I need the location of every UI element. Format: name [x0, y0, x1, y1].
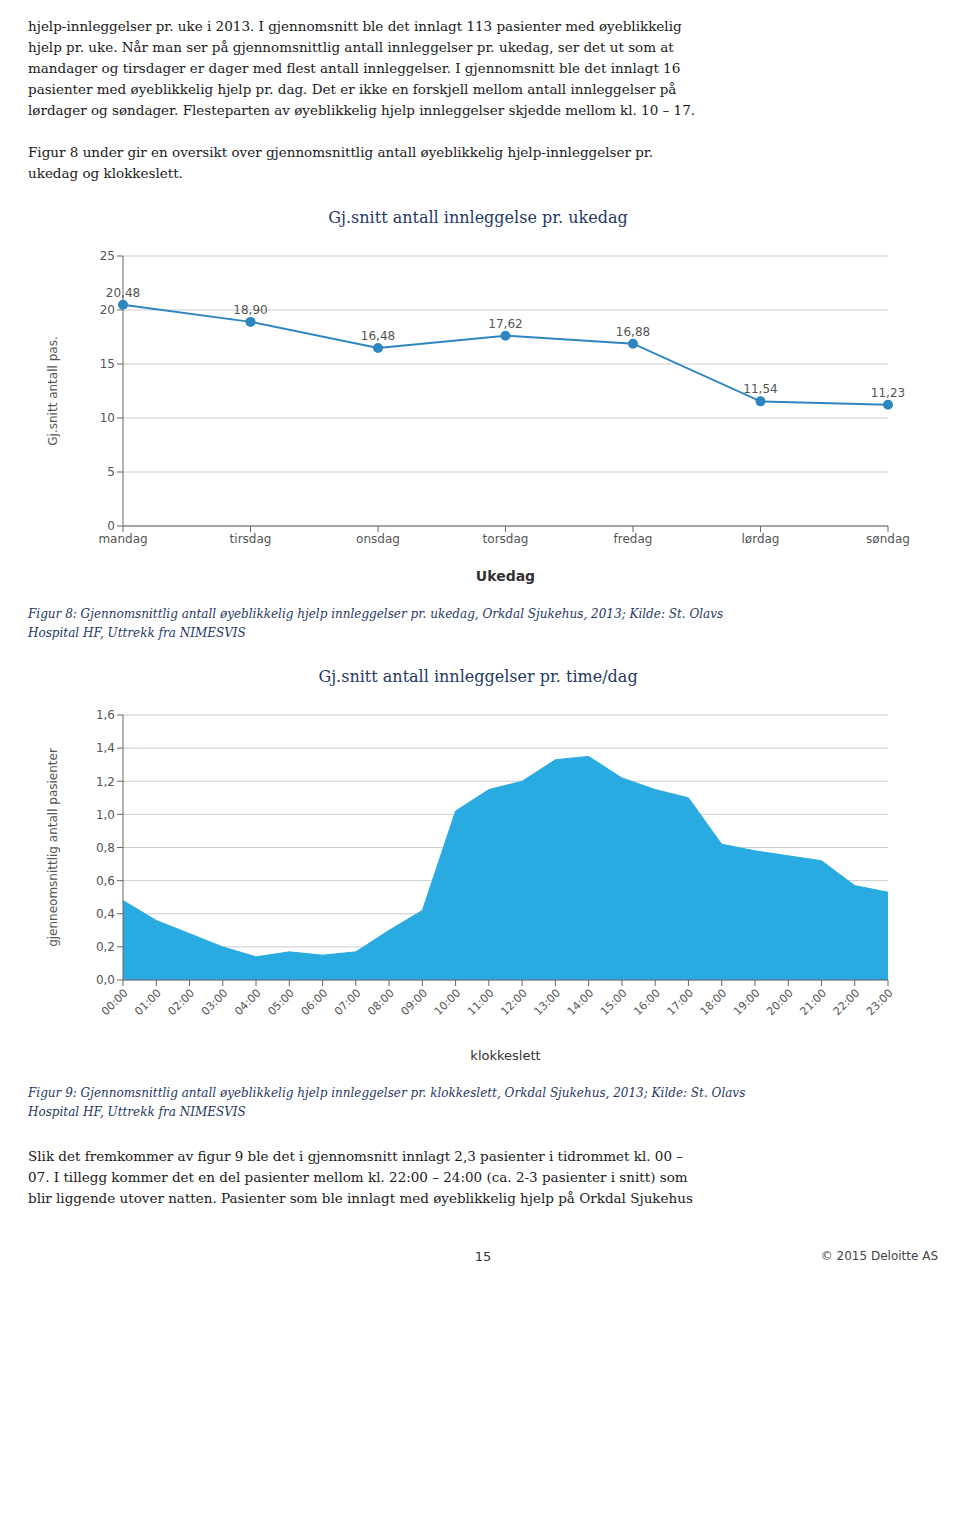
html-text:© 2015 Deloitte AS: © 2015 Deloitte AS — [820, 1249, 938, 1263]
svg-text:klokkeslett: klokkeslett — [470, 1048, 540, 1063]
svg-text:0,8: 0,8 — [96, 841, 115, 855]
svg-text:torsdag: torsdag — [483, 532, 529, 546]
svg-text:tirsdag: tirsdag — [230, 532, 272, 546]
svg-text:Gj.snitt antall pas.: Gj.snitt antall pas. — [46, 336, 60, 445]
svg-text:søndag: søndag — [866, 532, 910, 546]
svg-text:08:00: 08:00 — [365, 986, 397, 1018]
svg-text:20,48: 20,48 — [106, 286, 140, 300]
html-text:Gj.snitt antall innleggelse pr: Gj.snitt antall innleggelse pr. ukedag — [328, 208, 628, 227]
svg-text:11,23: 11,23 — [871, 386, 905, 400]
svg-text:0,4: 0,4 — [96, 907, 115, 921]
html-text:07. I tillegg kommer det en de: 07. I tillegg kommer det en del pasiente… — [28, 1169, 688, 1185]
svg-text:12:00: 12:00 — [498, 986, 530, 1018]
html-text:hjelp-innleggelser pr. uke i 2: hjelp-innleggelser pr. uke i 2013. I gje… — [28, 18, 682, 34]
svg-text:mandag: mandag — [98, 532, 147, 546]
html-text:ukedag og klokkeslett.: ukedag og klokkeslett. — [28, 165, 183, 181]
html-text:Figur 8: Gjennomsnittlig antal: Figur 8: Gjennomsnittlig antall øyeblikk… — [28, 607, 724, 621]
svg-text:11,54: 11,54 — [743, 382, 777, 396]
svg-text:22:00: 22:00 — [831, 986, 863, 1018]
svg-text:18,90: 18,90 — [233, 303, 267, 317]
html-text:blir liggende utover natten. P: blir liggende utover natten. Pasienter s… — [28, 1190, 693, 1206]
svg-text:18:00: 18:00 — [698, 986, 730, 1018]
svg-text:10: 10 — [100, 411, 115, 425]
svg-text:lørdag: lørdag — [742, 532, 780, 546]
svg-text:17:00: 17:00 — [664, 986, 696, 1018]
svg-text:16,88: 16,88 — [616, 325, 650, 339]
svg-text:10:00: 10:00 — [432, 986, 464, 1018]
svg-text:09:00: 09:00 — [398, 986, 430, 1018]
svg-text:15:00: 15:00 — [598, 986, 630, 1018]
svg-text:06:00: 06:00 — [299, 986, 331, 1018]
html-text:Hospital HF, Uttrekk fra NIMES: Hospital HF, Uttrekk fra NIMESVIS — [28, 626, 246, 640]
svg-text:03:00: 03:00 — [199, 986, 231, 1018]
svg-text:20: 20 — [100, 303, 115, 317]
svg-text:11:00: 11:00 — [465, 986, 497, 1018]
svg-text:20:00: 20:00 — [764, 986, 796, 1018]
svg-text:17,62: 17,62 — [488, 317, 522, 331]
svg-text:fredag: fredag — [614, 532, 653, 546]
html-text:Gj.snitt antall innleggelser p: Gj.snitt antall innleggelser pr. time/da… — [318, 667, 638, 686]
svg-text:19:00: 19:00 — [731, 986, 763, 1018]
svg-text:1,6: 1,6 — [96, 708, 115, 722]
html-text:Figur 9: Gjennomsnittlig antal: Figur 9: Gjennomsnittlig antall øyeblikk… — [28, 1086, 746, 1100]
svg-text:21:00: 21:00 — [798, 986, 830, 1018]
html-text:15: 15 — [474, 1249, 492, 1264]
svg-text:onsdag: onsdag — [356, 532, 400, 546]
svg-text:25: 25 — [100, 249, 115, 263]
html-text:hjelp pr. uke. Når man ser på: hjelp pr. uke. Når man ser på gjennomsni… — [28, 39, 674, 55]
html-text:Hospital HF, Uttrekk fra NIMES: Hospital HF, Uttrekk fra NIMESVIS — [28, 1105, 246, 1119]
svg-text:23:00: 23:00 — [864, 986, 896, 1018]
svg-text:05:00: 05:00 — [265, 986, 297, 1018]
svg-text:1,2: 1,2 — [96, 775, 115, 789]
svg-text:0,6: 0,6 — [96, 874, 115, 888]
svg-text:gjenneomsnittlig antall pasien: gjenneomsnittlig antall pasienter — [46, 748, 60, 947]
svg-text:1,0: 1,0 — [96, 808, 115, 822]
svg-text:00:00: 00:00 — [99, 986, 131, 1018]
svg-text:16:00: 16:00 — [631, 986, 663, 1018]
svg-text:13:00: 13:00 — [531, 986, 563, 1018]
svg-text:0,2: 0,2 — [96, 940, 115, 954]
svg-text:Ukedag: Ukedag — [476, 568, 535, 584]
html-text:lørdager og søndager. Flestepa: lørdager og søndager. Flesteparten av øy… — [28, 102, 696, 118]
svg-text:07:00: 07:00 — [332, 986, 364, 1018]
html-text:Slik det fremkommer av figur 9: Slik det fremkommer av figur 9 ble det i… — [28, 1148, 684, 1164]
svg-text:01:00: 01:00 — [132, 986, 164, 1018]
html-text:pasienter med øyeblikkelig hje: pasienter med øyeblikkelig hjelp pr. dag… — [28, 81, 677, 97]
svg-text:1,4: 1,4 — [96, 741, 115, 755]
svg-text:0: 0 — [107, 519, 115, 533]
svg-text:5: 5 — [107, 465, 115, 479]
svg-text:02:00: 02:00 — [166, 986, 198, 1018]
html-text:mandager og tirsdager er dager: mandager og tirsdager er dager med flest… — [28, 60, 681, 76]
svg-text:04:00: 04:00 — [232, 986, 264, 1018]
html-text:Figur 8 under gir en oversikt: Figur 8 under gir en oversikt over gjenn… — [28, 144, 654, 160]
svg-text:14:00: 14:00 — [565, 986, 597, 1018]
svg-text:15: 15 — [100, 357, 115, 371]
svg-text:0,0: 0,0 — [96, 973, 115, 987]
svg-text:16,48: 16,48 — [361, 329, 395, 343]
